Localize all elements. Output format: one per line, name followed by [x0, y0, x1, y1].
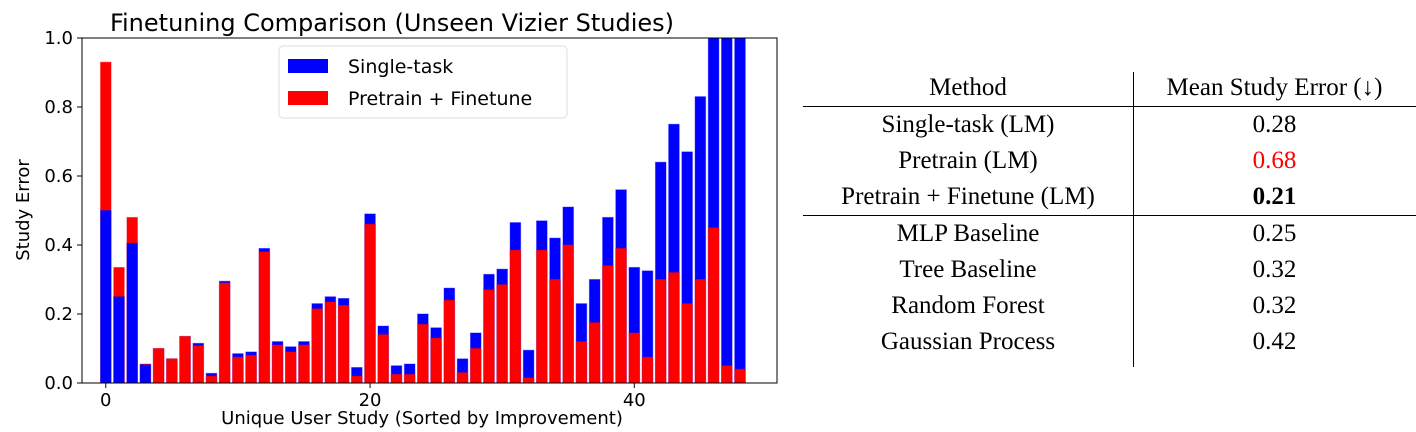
legend: Single-task Pretrain + Finetune — [278, 45, 568, 119]
header-error: Mean Study Error (↓) — [1166, 74, 1383, 101]
bar-finetune-18 — [337, 304, 350, 384]
bar-finetune-5 — [166, 358, 178, 384]
value-cell: 0.28 — [1252, 111, 1297, 138]
x-tick-label: 0 — [100, 390, 111, 411]
column-divider — [1133, 72, 1134, 367]
bar-finetune-4 — [152, 348, 165, 384]
bar-finetune-35 — [562, 244, 575, 384]
bar-finetune-23 — [403, 373, 416, 384]
method-cell: Pretrain (LM) — [898, 147, 1038, 174]
bar-finetune-14 — [284, 351, 297, 384]
bar-finetune-33 — [536, 249, 548, 384]
legend-swatch-finetune — [288, 91, 328, 105]
bar-finetune-42 — [654, 279, 667, 384]
bar-single-task-1 — [113, 296, 125, 384]
value-cell: 0.32 — [1252, 256, 1297, 283]
y-tick-label: 0.8 — [44, 97, 73, 118]
chart-title: Finetuning Comparison (Unseen Vizier Stu… — [110, 9, 674, 37]
bar-finetune-39 — [615, 247, 627, 384]
bar-finetune-41 — [641, 356, 654, 384]
method-cell: Gaussian Process — [880, 328, 1056, 355]
bar-finetune-36 — [575, 341, 588, 384]
value-cell: 0.32 — [1252, 292, 1297, 319]
bar-finetune-10 — [232, 356, 244, 384]
bar-finetune-7 — [192, 345, 205, 384]
bar-finetune-19 — [351, 375, 363, 384]
bar-finetune-12 — [258, 251, 271, 384]
bar-finetune-29 — [483, 289, 495, 384]
bar-finetune-31 — [509, 249, 522, 384]
bar-finetune-15 — [298, 344, 310, 384]
y-tick-label: 0.4 — [44, 235, 73, 256]
bar-finetune-24 — [417, 323, 429, 384]
bar-finetune-43 — [668, 272, 680, 384]
method-cell: Random Forest — [891, 292, 1045, 319]
bar-finetune-26 — [443, 299, 456, 384]
bar-finetune-44 — [681, 303, 693, 384]
bar-finetune-21 — [377, 334, 390, 384]
bar-single-task-3 — [139, 364, 152, 384]
x-tick-label: 20 — [359, 390, 382, 411]
y-tick-label: 0.2 — [44, 304, 73, 325]
bar-finetune-17 — [324, 301, 337, 384]
bar-finetune-34 — [549, 279, 561, 384]
bar-single-task-47 — [721, 37, 733, 384]
plot-frame — [81, 37, 778, 384]
legend-label-finetune: Pretrain + Finetune — [348, 88, 532, 110]
method-cell: Single-task (LM) — [881, 111, 1055, 138]
bar-finetune-38 — [602, 265, 614, 384]
bar-finetune-16 — [311, 308, 323, 384]
bar-finetune-37 — [588, 322, 601, 384]
bar-finetune-30 — [496, 284, 508, 384]
bar-finetune-8 — [205, 375, 218, 384]
value-cell: 0.25 — [1252, 220, 1297, 247]
bar-chart: Finetuning Comparison (Unseen Vizier Stu… — [13, 9, 778, 429]
bar-finetune-22 — [390, 373, 403, 384]
bar-single-task-48 — [734, 37, 746, 384]
bar-single-task-2 — [126, 242, 138, 384]
results-table: Method Mean Study Error (↓) Single-task (… — [803, 70, 1416, 367]
y-tick-label: 0.0 — [44, 373, 73, 394]
bar-finetune-46 — [707, 227, 720, 384]
bar-finetune-40 — [628, 332, 641, 384]
bar-finetune-6 — [179, 335, 191, 384]
header-method: Method — [929, 74, 1007, 101]
bar-finetune-25 — [430, 337, 442, 384]
legend-label-single-task: Single-task — [348, 56, 453, 78]
bar-finetune-27 — [456, 372, 469, 384]
y-tick-label: 0.6 — [44, 166, 73, 187]
bar-finetune-32 — [522, 377, 535, 384]
bar-finetune-11 — [245, 354, 257, 384]
value-cell-best: 0.21 — [1252, 183, 1297, 210]
bar-finetune-28 — [469, 348, 482, 384]
bar-single-task-0 — [99, 210, 112, 384]
y-tick-label: 1.0 — [44, 28, 73, 49]
bar-finetune-47 — [721, 365, 733, 384]
method-cell: MLP Baseline — [896, 220, 1040, 247]
bar-finetune-20 — [364, 223, 376, 384]
x-axis-label: Unique User Study (Sorted by Improvement… — [221, 408, 623, 429]
value-cell-worst: 0.68 — [1252, 147, 1297, 174]
x-tick-label: 40 — [623, 390, 646, 411]
y-axis-label: Study Error — [13, 159, 34, 261]
bar-finetune-9 — [218, 282, 231, 384]
bar-finetune-13 — [271, 344, 284, 384]
bar-finetune-48 — [734, 368, 746, 384]
bar-finetune-45 — [694, 279, 707, 384]
method-cell: Pretrain + Finetune (LM) — [841, 183, 1095, 210]
legend-swatch-single-task — [288, 59, 328, 73]
value-cell: 0.42 — [1252, 328, 1297, 355]
method-cell: Tree Baseline — [899, 256, 1037, 283]
